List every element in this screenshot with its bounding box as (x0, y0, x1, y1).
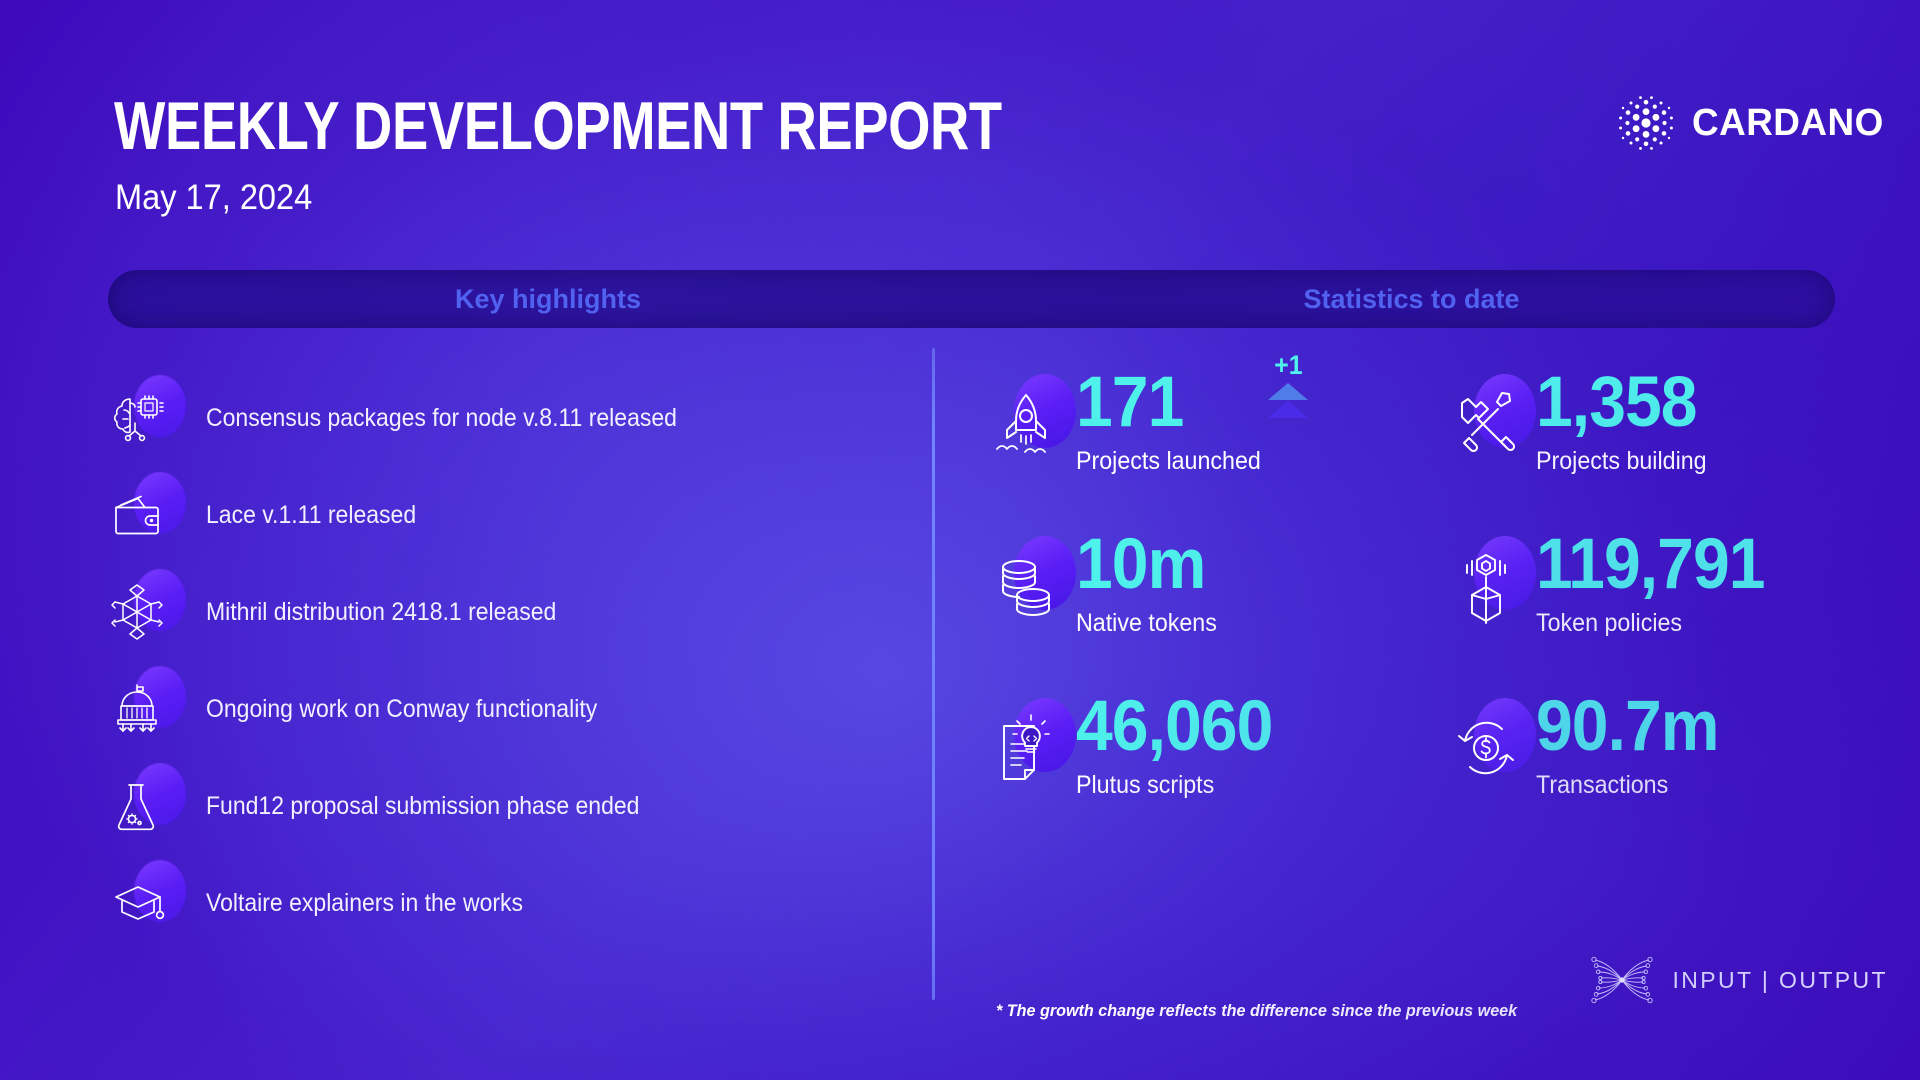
stat-label: Native tokens (1076, 608, 1217, 637)
list-item: Lace v.1.11 released (108, 467, 898, 564)
stat-value: 90.7m (1536, 687, 1720, 766)
stat-body: 119,791 Token policies (1532, 525, 1782, 637)
icon-glow-blob (134, 471, 186, 534)
tab-key-highlights-label: Key highlights (454, 283, 641, 314)
stat-body: 10m Native tokens (1072, 525, 1227, 637)
stat-body: 1,358 Projects building (1532, 363, 1719, 475)
input-output-logo: INPUT | OUTPUT (1583, 952, 1889, 1008)
flask-icon (108, 762, 194, 847)
tab-statistics-to-date[interactable]: Statistics to date (988, 283, 1835, 314)
stat-projects-launched: 171 Projects launched +1 (980, 352, 1440, 530)
cardano-dot-logo-icon (1619, 96, 1674, 150)
input-output-wordmark: INPUT | OUTPUT (1672, 966, 1888, 993)
stat-body: 46,060 Plutus scripts (1072, 687, 1287, 799)
icon-glow-blob (1474, 374, 1536, 448)
icon-glow-blob (134, 665, 186, 728)
section-tab-bar: Key highlights Statistics to date (108, 270, 1835, 328)
stat-row: 171 Projects launched +1 (980, 352, 1900, 530)
growth-value: +1 (1273, 350, 1303, 380)
stat-label: Plutus scripts (1076, 770, 1215, 799)
tab-key-highlights[interactable]: Key highlights (108, 283, 988, 314)
statistics-grid: 171 Projects launched +1 (980, 352, 1900, 854)
list-item: Mithril distribution 2418.1 released (108, 564, 898, 661)
stat-value: 10m (1076, 525, 1206, 604)
graduation-cap-icon (108, 859, 194, 944)
list-item-label: Consensus packages for node v.8.11 relea… (206, 404, 677, 432)
list-item: Voltaire explainers in the works (108, 855, 898, 952)
stat-body: 90.7m Transactions (1532, 687, 1732, 799)
growth-arrow-up-icon (1268, 383, 1308, 400)
stat-native-tokens: 10m Native tokens (980, 525, 1440, 692)
stat-projects-building: 1,358 Projects building (1440, 363, 1900, 530)
brain-chip-icon (108, 374, 194, 459)
stat-value: 119,791 (1536, 525, 1765, 604)
stat-token-policies: 119,791 Token policies (1440, 525, 1900, 692)
report-date: May 17, 2024 (115, 178, 313, 217)
list-item: Consensus packages for node v.8.11 relea… (108, 370, 898, 467)
stat-label: Projects building (1536, 446, 1707, 475)
wallet-icon (108, 471, 194, 556)
stat-value: 1,358 (1536, 363, 1698, 442)
page-title: WEEKLY DEVELOPMENT REPORT (114, 88, 1002, 164)
input-output-butterfly-icon (1590, 956, 1653, 1004)
list-item: Ongoing work on Conway functionality (108, 661, 898, 758)
stat-value: 46,060 (1076, 687, 1273, 766)
list-item-label: Voltaire explainers in the works (206, 889, 524, 917)
rocket-icon (980, 374, 1076, 470)
transaction-cycle-icon (1440, 698, 1536, 794)
network-cube-icon (108, 568, 194, 653)
hammer-tools-icon (1440, 374, 1536, 470)
stat-row: 10m Native tokens (980, 525, 1900, 692)
tab-statistics-to-date-label: Statistics to date (1303, 283, 1520, 314)
token-cube-icon (1440, 536, 1536, 632)
coin-stack-icon (980, 536, 1076, 632)
cardano-logo: CARDANO (1618, 95, 1890, 151)
stat-body: 171 Projects launched +1 (1072, 352, 1308, 475)
stat-label: Token policies (1536, 608, 1683, 637)
list-item: Fund12 proposal submission phase ended (108, 758, 898, 855)
list-item-label: Ongoing work on Conway functionality (206, 695, 598, 723)
list-item-label: Lace v.1.11 released (206, 501, 417, 529)
list-item-label: Mithril distribution 2418.1 released (206, 598, 557, 626)
stat-label: Projects launched (1076, 446, 1261, 475)
stat-transactions: 90.7m Transactions (1440, 687, 1900, 854)
script-bulb-icon (980, 698, 1076, 794)
stat-value: 171 (1076, 363, 1184, 442)
growth-arrow-up-icon (1268, 401, 1308, 418)
icon-glow-blob (134, 762, 186, 825)
list-item-label: Fund12 proposal submission phase ended (206, 792, 640, 820)
key-highlights-list: Consensus packages for node v.8.11 relea… (108, 370, 898, 952)
stat-row: 46,060 Plutus scripts (980, 687, 1900, 854)
footnote: * The growth change reflects the differe… (996, 1001, 1518, 1020)
stat-label: Transactions (1536, 770, 1669, 799)
stat-plutus-scripts: 46,060 Plutus scripts (980, 687, 1440, 854)
government-building-icon (108, 665, 194, 750)
cardano-wordmark: CARDANO (1692, 102, 1885, 144)
growth-indicator: +1 (1258, 352, 1318, 418)
column-divider (932, 348, 935, 1000)
icon-glow-blob (134, 374, 186, 437)
